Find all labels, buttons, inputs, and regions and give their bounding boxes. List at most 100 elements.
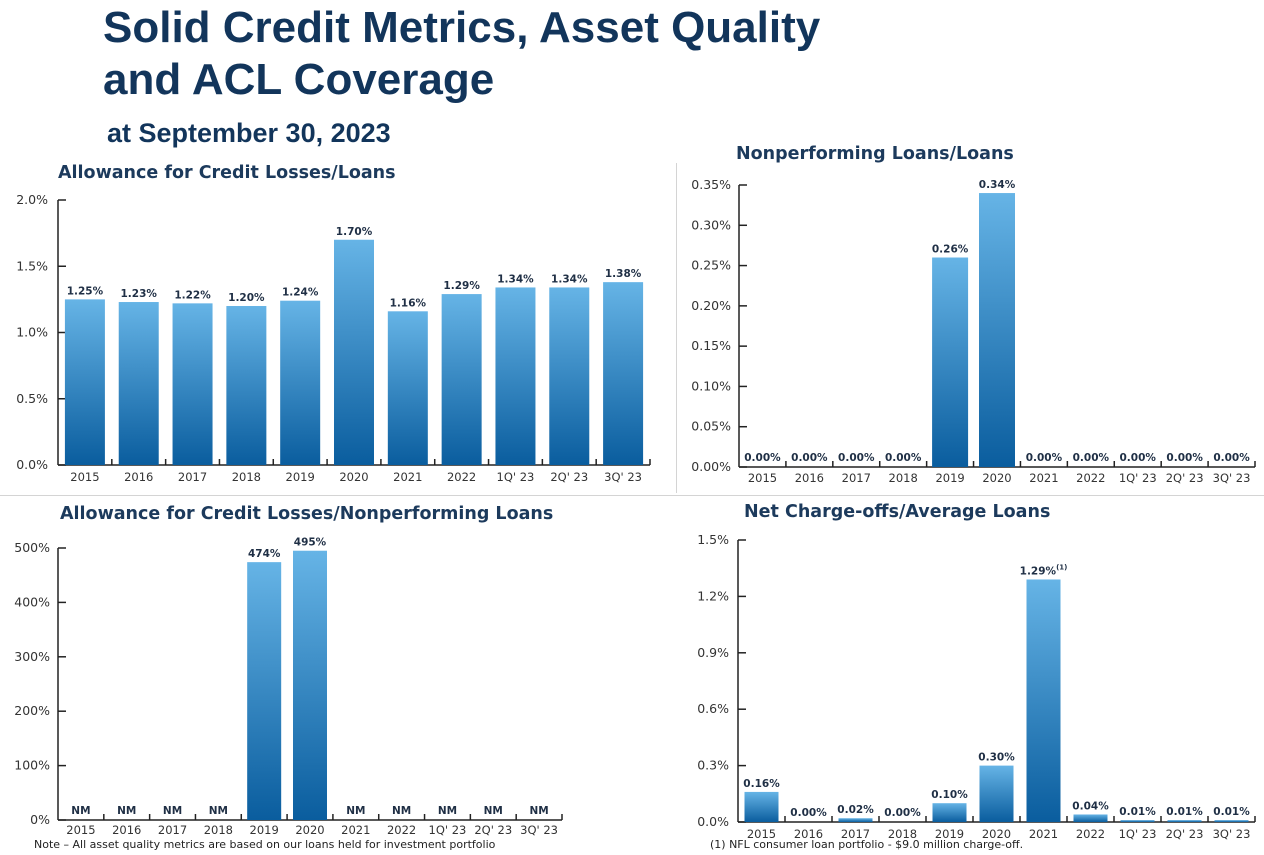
bar-1q23: [1120, 820, 1155, 822]
x-category-label: 1Q' 23: [429, 823, 467, 837]
x-category-label: 2020: [982, 471, 1011, 485]
data-label-value: 0.00%: [1026, 452, 1063, 464]
y-tick-label: 300%: [14, 649, 50, 664]
bar-2022: [1073, 814, 1108, 822]
data-label: 1.34%: [497, 273, 534, 285]
x-category-label: 2022: [1076, 471, 1105, 485]
data-label-value: 0.00%: [884, 807, 921, 819]
y-tick-label: 200%: [14, 703, 50, 718]
bar-2019: [932, 257, 969, 467]
x-category-label: 2017: [841, 827, 870, 841]
data-label-value: 0.00%: [1166, 452, 1203, 464]
bar-3q23: [1214, 820, 1249, 822]
data-label: 1.34%: [551, 273, 588, 285]
data-label: 0.00%: [744, 452, 781, 464]
x-category-label: 2Q' 23: [1166, 471, 1204, 485]
x-category-label: 2015: [70, 470, 99, 484]
data-label-value: 1.22%: [174, 289, 211, 301]
x-category-label: 2018: [888, 827, 917, 841]
bar-2015: [64, 299, 105, 465]
data-label-value: NM: [71, 805, 90, 817]
y-tick-label: 500%: [14, 540, 50, 555]
x-category-label: 3Q' 23: [1213, 827, 1251, 841]
data-label-value: 1.70%: [336, 226, 373, 238]
data-label-footnote-mark: (1): [1056, 563, 1067, 571]
x-category-label: 2Q' 23: [1166, 827, 1204, 841]
data-label-value: 0.00%: [744, 452, 781, 464]
data-label: NM: [392, 805, 411, 817]
data-label-value: 0.02%: [837, 804, 874, 816]
horizontal-divider: [0, 495, 1264, 496]
data-label: NM: [438, 805, 457, 817]
y-tick-label: 0%: [30, 812, 50, 827]
x-category-label: 2016: [794, 827, 823, 841]
chart-npl-loans: Nonperforming Loans/Loans 0.00% 0.05% 0.10%…: [691, 144, 1256, 485]
x-category-label: 2019: [935, 471, 964, 485]
data-label-value: 1.25%: [67, 285, 104, 297]
data-label-value: 1.38%: [605, 268, 642, 280]
data-label-value: 0.34%: [979, 179, 1016, 191]
bar-2016: [118, 302, 159, 465]
x-category-label: 2022: [447, 470, 476, 484]
x-category-label: 2015: [66, 823, 95, 837]
data-label-value: 0.00%: [1073, 452, 1110, 464]
data-label-value: 1.23%: [121, 288, 158, 300]
x-category-label: 2016: [124, 470, 153, 484]
bar-2021: [1026, 579, 1061, 822]
data-label: 1.38%: [605, 268, 642, 280]
y-tick-label: 2.0%: [16, 192, 48, 207]
y-tick-label: 0.9%: [697, 645, 729, 660]
data-label: 0.00%: [790, 807, 827, 819]
data-label-value: 0.16%: [743, 778, 780, 790]
y-tick-label: 400%: [14, 594, 50, 609]
data-label: NM: [346, 805, 365, 817]
data-label: 0.01%: [1119, 806, 1156, 818]
x-category-label: 2018: [889, 471, 918, 485]
bar-2019: [247, 562, 282, 820]
y-tick-label: 0.20%: [691, 298, 731, 313]
bar-2q23: [1167, 820, 1202, 822]
y-tick-label: 0.6%: [697, 701, 729, 716]
data-label: 0.00%: [1120, 452, 1157, 464]
y-tick-label: 0.10%: [691, 378, 731, 393]
x-category-label: 2019: [250, 823, 279, 837]
data-label: 0.02%: [837, 804, 874, 816]
data-label-value: NM: [529, 805, 548, 817]
data-label-value: 0.00%: [1213, 452, 1250, 464]
data-label: 0.10%: [931, 789, 968, 801]
bar-2020: [293, 550, 327, 820]
data-label: 0.00%: [1073, 452, 1110, 464]
data-label: 0.00%: [1026, 452, 1063, 464]
x-category-label: 2020: [339, 470, 368, 484]
data-label-value: 0.00%: [791, 452, 828, 464]
data-label: 1.29%(1): [1020, 563, 1068, 577]
data-label-value: 0.04%: [1072, 800, 1109, 812]
data-label: 0.26%: [932, 244, 969, 256]
y-tick-label: 0.00%: [691, 459, 731, 474]
x-category-label: 2Q' 23: [474, 823, 512, 837]
data-label-value: 0.01%: [1119, 806, 1156, 818]
data-label: 0.00%: [838, 452, 875, 464]
y-tick-label: 0.30%: [691, 217, 731, 232]
data-label: 0.00%: [791, 452, 828, 464]
data-label: 1.25%: [67, 285, 104, 297]
page-title: Solid Credit Metrics, Asset Quality and …: [103, 2, 820, 106]
data-label-value: 1.29%: [443, 280, 480, 292]
data-label: 0.01%: [1166, 806, 1203, 818]
data-label: 495%: [294, 537, 327, 549]
data-label-value: 0.30%: [978, 752, 1015, 764]
x-category-label: 2019: [286, 470, 315, 484]
y-tick-label: 0.35%: [691, 177, 731, 192]
data-label-value: 495%: [294, 537, 327, 549]
x-category-label: 2021: [1029, 471, 1058, 485]
y-tick-label: 0.5%: [16, 391, 48, 406]
chart-title: Allowance for Credit Losses/Nonperformin…: [60, 504, 553, 524]
bar-2020: [979, 765, 1014, 822]
page-title-line-1: Solid Credit Metrics, Asset Quality: [103, 3, 821, 52]
data-label: NM: [484, 805, 503, 817]
data-label: NM: [529, 805, 548, 817]
x-category-label: 2017: [178, 470, 207, 484]
y-tick-label: 0.3%: [697, 758, 729, 773]
data-label-value: 1.20%: [228, 292, 265, 304]
y-tick-label: 1.5%: [16, 258, 48, 273]
